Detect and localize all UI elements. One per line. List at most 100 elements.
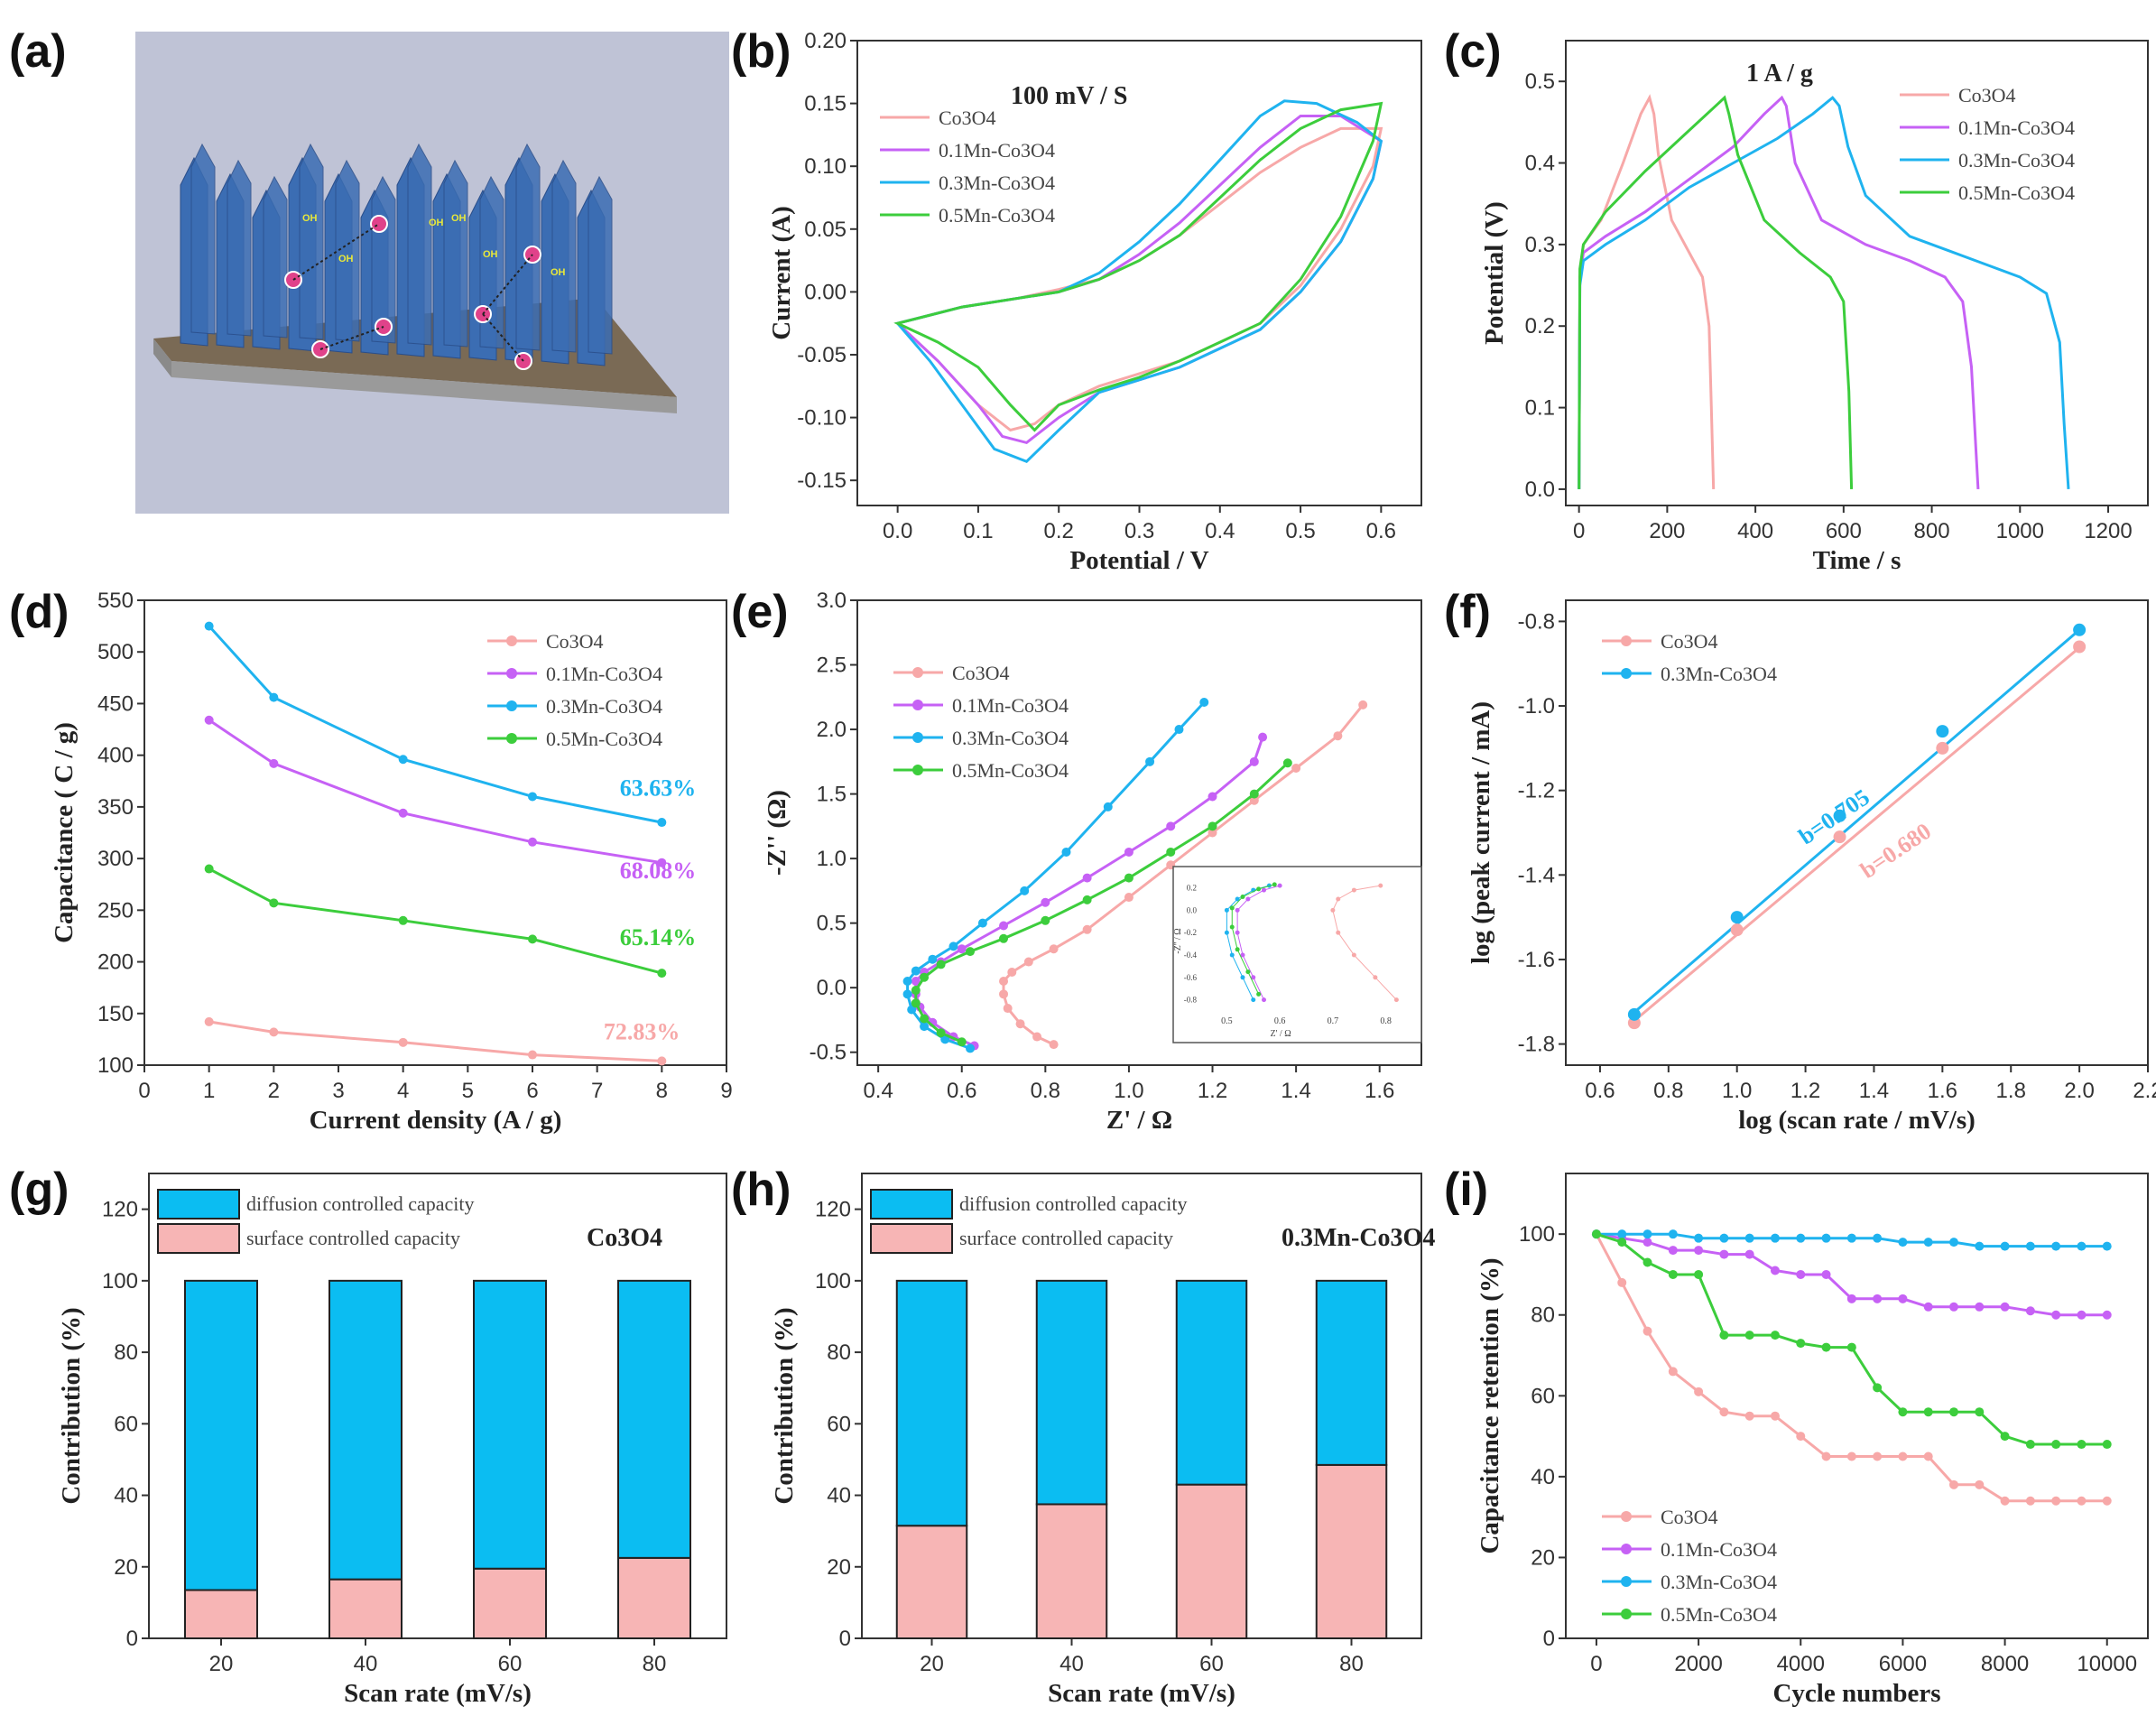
nanosheet-blade <box>190 143 216 335</box>
y-tick-label: 450 <box>97 691 134 716</box>
inset-line <box>1226 885 1270 1000</box>
legend-label: Co3O4 <box>939 107 996 129</box>
y-tick-label: -1.6 <box>1518 948 1555 972</box>
data-point-3 <box>920 972 930 982</box>
y-tick-label: 40 <box>1531 1465 1555 1489</box>
y-tick-label: 2.5 <box>817 654 847 678</box>
y-tick-label: 0 <box>126 1627 138 1651</box>
y-tick-label: 100 <box>1519 1222 1555 1247</box>
inset-y-tick: -0.2 <box>1184 928 1197 937</box>
y-tick-label: 250 <box>97 898 134 923</box>
y-axis-label: Capacitance ( C / g) <box>50 722 79 943</box>
series-line-2 <box>1578 96 2070 489</box>
y-tick-label: 0 <box>1543 1627 1555 1651</box>
y-tick-label: 3.0 <box>817 589 847 613</box>
y-tick-label: 0 <box>839 1627 851 1651</box>
chart-d: 0 1 2 3 4 5 6 7 8 9 100 150 200 250 300 350 400 450 500 550… <box>50 589 733 1135</box>
legend-label: Co3O4 <box>952 662 1010 684</box>
y-tick-label: -0.15 <box>797 468 847 493</box>
series-line-0 <box>208 1020 662 1062</box>
chart-c-frame <box>1565 40 2149 506</box>
y-axis-label: Contribution (%) <box>770 1307 799 1504</box>
data-point-3 <box>1591 1229 1601 1239</box>
data-point-0 <box>2051 1496 2061 1506</box>
data-point-3 <box>1124 873 1134 883</box>
x-tick-label: 1.2 <box>1790 1079 1820 1103</box>
x-tick-label: 600 <box>1826 519 1862 543</box>
data-point-1 <box>1642 1238 1652 1247</box>
y-tick-label: 350 <box>97 795 134 820</box>
legend-label: 0.5Mn-Co3O4 <box>939 204 1055 227</box>
x-axis-label: Z' / Ω <box>1106 1106 1172 1135</box>
x-tick-label: 10000 <box>2077 1652 2137 1676</box>
ions <box>284 215 541 370</box>
x-tick-label: 4 <box>397 1079 409 1103</box>
inset-y-tick: -0.8 <box>1184 996 1198 1005</box>
data-point-0 <box>1796 1432 1806 1442</box>
oh-label: OH <box>429 218 444 228</box>
x-tick-label: 0.8 <box>1031 1079 1060 1103</box>
y-tick-label: 40 <box>827 1484 851 1508</box>
nanosheet-blade <box>335 159 360 342</box>
y-tick-label: 20 <box>1531 1545 1555 1570</box>
data-point-2 <box>1103 802 1113 811</box>
chart-g-frame <box>148 1173 727 1639</box>
data-point-3 <box>2077 1440 2087 1450</box>
nanosheets: OH OH OH OH OH OH <box>180 143 613 366</box>
data-point-2 <box>1668 1229 1678 1239</box>
y-tick-label: 100 <box>102 1269 138 1294</box>
y-tick-label: 20 <box>827 1555 851 1580</box>
legend-marker <box>1621 1576 1632 1587</box>
oh-label: OH <box>302 213 318 224</box>
electrolyte-ion <box>370 215 388 233</box>
data-point-3 <box>1082 895 1092 904</box>
data-point-0 <box>1208 828 1217 838</box>
data-point-2 <box>1061 847 1071 857</box>
data-point-0 <box>2102 1496 2112 1506</box>
x-tick-label: 1.0 <box>1722 1079 1752 1103</box>
legend-label: 0.1Mn-Co3O4 <box>952 694 1069 717</box>
data-point-1 <box>1846 1294 1856 1303</box>
data-point-1 <box>2000 1302 2010 1312</box>
data-point-1 <box>269 758 279 768</box>
x-tick-label: 8000 <box>1981 1652 2029 1676</box>
x-tick-label: 40 <box>354 1652 378 1676</box>
data-point-0 <box>1007 968 1017 977</box>
data-point-3 <box>936 1028 946 1038</box>
inset-y-tick: 0.2 <box>1187 884 1197 893</box>
data-point-2 <box>2102 1241 2112 1251</box>
data-point-1 <box>1936 725 1949 738</box>
bar-surface <box>1035 1503 1108 1639</box>
bar-diffusion <box>1175 1279 1248 1486</box>
y-axis-label: Potential (V) <box>1480 201 1509 345</box>
nanosheet-blade <box>551 159 577 353</box>
data-point-1 <box>1082 873 1092 883</box>
y-tick-label: 120 <box>815 1198 851 1222</box>
data-point-0 <box>1333 731 1343 741</box>
data-point-0 <box>1821 1451 1831 1461</box>
substrate-side-left <box>153 339 171 377</box>
nanosheet-blade <box>479 175 504 349</box>
legend-marker <box>912 765 923 775</box>
y-axis-label: Contribution (%) <box>57 1307 86 1504</box>
data-point-0 <box>1617 1277 1627 1287</box>
data-point-3 <box>398 915 408 925</box>
x-tick-label: 200 <box>1649 519 1685 543</box>
data-point-0 <box>1694 1386 1704 1396</box>
bar-surface <box>328 1578 403 1640</box>
chart-c: 0 200 400 600 800 1000 1200 0.0 0.1 0.2 0.3 0.4 0.5 T… <box>1480 40 2149 575</box>
chart-e-frame <box>856 599 1422 1066</box>
legend-label: 0.5Mn-Co3O4 <box>1661 1603 1777 1626</box>
y-tick-label: 500 <box>97 640 134 664</box>
data-point-0 <box>1291 763 1301 773</box>
inset-x-tick: 0.7 <box>1328 1016 1339 1026</box>
data-point-1 <box>1166 821 1176 831</box>
legend-marker <box>1621 1511 1632 1522</box>
data-point-1 <box>2025 1306 2035 1316</box>
series-line-1 <box>1578 95 1980 489</box>
bar-diffusion <box>1035 1279 1108 1506</box>
x-tick-label: 1.4 <box>1281 1079 1310 1103</box>
x-tick-label: 60 <box>498 1652 523 1676</box>
data-point-3 <box>1846 1342 1856 1352</box>
